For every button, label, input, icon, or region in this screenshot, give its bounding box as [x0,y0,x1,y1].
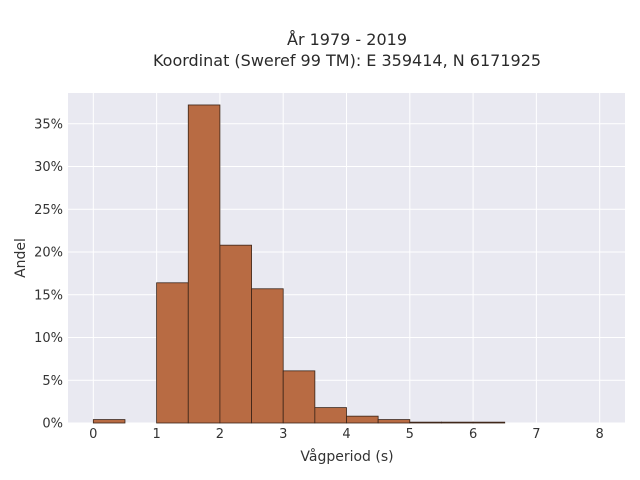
histogram-bars [92,104,506,424]
y-tick-label: 35% [34,117,63,132]
x-tick-label: 8 [596,427,604,442]
x-tick-label: 2 [216,427,224,442]
chart-title: År 1979 - 2019 [287,30,407,49]
y-tick-label: 0% [42,417,63,432]
histogram-bar [472,421,506,424]
chart-subtitle: Koordinat (Sweref 99 TM): E 359414, N 61… [153,51,541,70]
x-axis-label: Vågperiod (s) [300,448,393,465]
x-tick-label: 5 [406,427,414,442]
y-tick-label: 10% [34,331,63,346]
y-tick-label: 25% [34,203,63,218]
histogram-bar [346,415,379,424]
histogram-bar [187,104,221,424]
histogram-bar [282,370,316,424]
x-tick-label: 6 [469,427,477,442]
histogram-bar [441,421,474,424]
x-tick-label: 3 [279,427,287,442]
histogram-bar [156,282,189,424]
x-tick-label: 0 [89,427,97,442]
histogram-bar [251,288,284,424]
x-tick-label: 4 [342,427,350,442]
y-tick-label: 15% [34,288,63,303]
x-tick-label: 7 [532,427,540,442]
histogram-bar [219,244,252,424]
histogram-bar [409,421,442,424]
y-tick-label: 20% [34,246,63,261]
y-tick-label: 30% [34,160,63,175]
histogram-bar [92,419,126,424]
histogram-bar [314,407,347,424]
y-axis-ticks: 0% 5% 10% 15% 20% 25% 30% 35% [34,117,63,431]
y-tick-label: 5% [42,374,63,389]
y-axis-label: Andel [13,238,29,278]
histogram-bar [377,419,411,424]
x-tick-label: 1 [152,427,160,442]
x-axis-ticks: 0 1 2 3 4 5 6 7 8 [89,427,604,442]
